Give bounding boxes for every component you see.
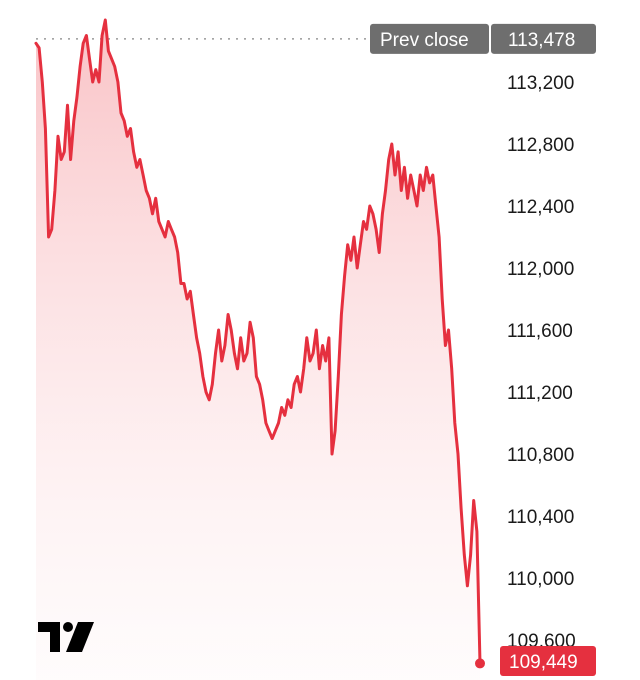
y-tick-label: 112,800 <box>507 135 574 156</box>
y-tick-label: 111,200 <box>507 383 573 404</box>
y-tick-label: 110,000 <box>507 569 574 590</box>
prev-close-value: 113,478 <box>508 30 575 51</box>
y-tick-label: 110,400 <box>507 507 574 528</box>
tradingview-logo-icon <box>38 622 94 652</box>
price-area-fill <box>36 20 480 680</box>
prev-close-badge <box>370 23 489 54</box>
last-price-value: 109,449 <box>509 652 578 673</box>
price-line <box>34 18 485 669</box>
prev-close-label: Prev close <box>380 30 469 51</box>
price-line-path <box>34 18 482 665</box>
y-tick-label: 111,600 <box>507 321 573 342</box>
y-axis-tick-labels: 113,200 112,800 112,400 112,000 111,600 111,2… <box>507 73 576 652</box>
y-tick-label: 112,000 <box>507 259 574 280</box>
y-tick-label: 110,800 <box>507 445 574 466</box>
axis-badges: Prev close 113,478 109,449 <box>370 23 596 676</box>
area-fill-path <box>36 20 480 680</box>
last-price-badge <box>500 646 596 676</box>
y-tick-label: 113,200 <box>507 73 574 94</box>
last-price-dot <box>475 658 485 669</box>
y-tick-label: 112,400 <box>507 197 574 218</box>
prev-close-value-badge <box>491 23 596 54</box>
